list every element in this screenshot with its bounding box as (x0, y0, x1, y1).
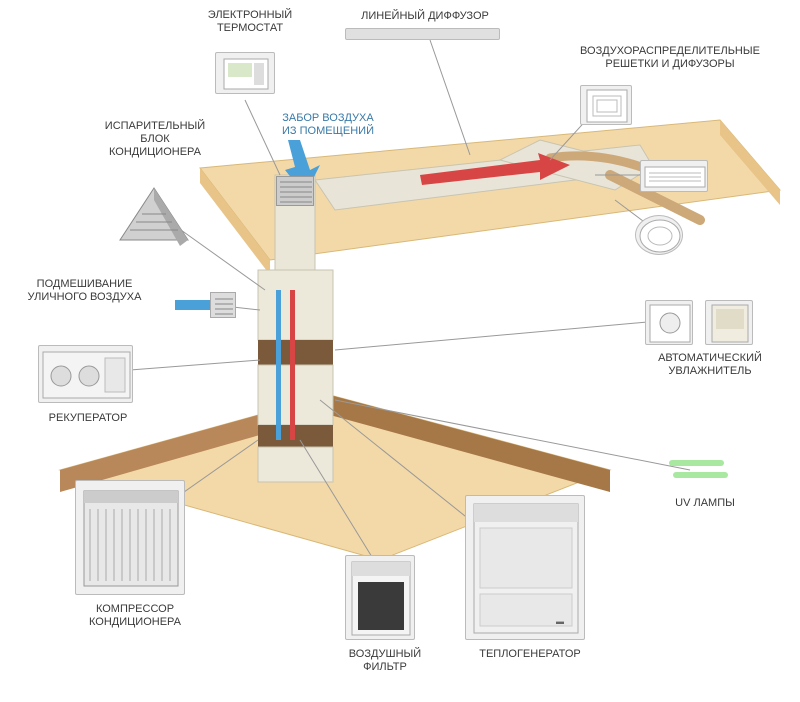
heat-generator-icon: ▬ (465, 495, 585, 640)
recuperator-icon (38, 345, 133, 403)
label-uv: UV ЛАМПЫ (660, 497, 750, 510)
label-humidifier: АВТОМАТИЧЕСКИЙУВЛАЖНИТЕЛЬ (640, 352, 780, 378)
label-linear-diffuser: ЛИНЕЙНЫЙ ДИФФУЗОР (345, 10, 505, 23)
grille-square-icon (580, 85, 632, 125)
air-filter-icon (345, 555, 415, 640)
return-grille-icon (276, 176, 314, 206)
uv-lamp-icon (665, 450, 735, 490)
wall-vent-icon (210, 292, 236, 318)
linear-diffuser-icon (345, 28, 500, 40)
grille-round-icon (635, 215, 683, 255)
humidifier-control-icon (645, 300, 693, 345)
humidifier-unit-icon (705, 300, 753, 345)
grille-linear-icon (640, 160, 708, 192)
label-compressor: КОМПРЕССОРКОНДИЦИОНЕРА (70, 603, 200, 629)
label-heatgen: ТЕПЛОГЕНЕРАТОР (460, 648, 600, 661)
label-recuperator: РЕКУПЕРАТОР (38, 412, 138, 425)
label-air-intake: ЗАБОР ВОЗДУХАИЗ ПОМЕЩЕНИЙ (268, 112, 388, 138)
label-mixing: ПОДМЕШИВАНИЕУЛИЧНОГО ВОЗДУХА (12, 278, 157, 304)
label-grilles: ВОЗДУХОРАСПРЕДЕЛИТЕЛЬНЫЕРЕШЕТКИ И ДИФУЗО… (560, 45, 780, 71)
thermostat-icon (215, 52, 275, 94)
compressor-icon (75, 480, 185, 595)
label-evaporator: ИСПАРИТЕЛЬНЫЙБЛОККОНДИЦИОНЕРА (95, 120, 215, 160)
label-thermostat: ЭЛЕКТРОННЫЙТЕРМОСТАТ (200, 9, 300, 35)
label-filter: ВОЗДУШНЫЙФИЛЬТР (330, 648, 440, 674)
svg-text:▬: ▬ (556, 617, 564, 626)
evaporator-icon (110, 180, 198, 252)
